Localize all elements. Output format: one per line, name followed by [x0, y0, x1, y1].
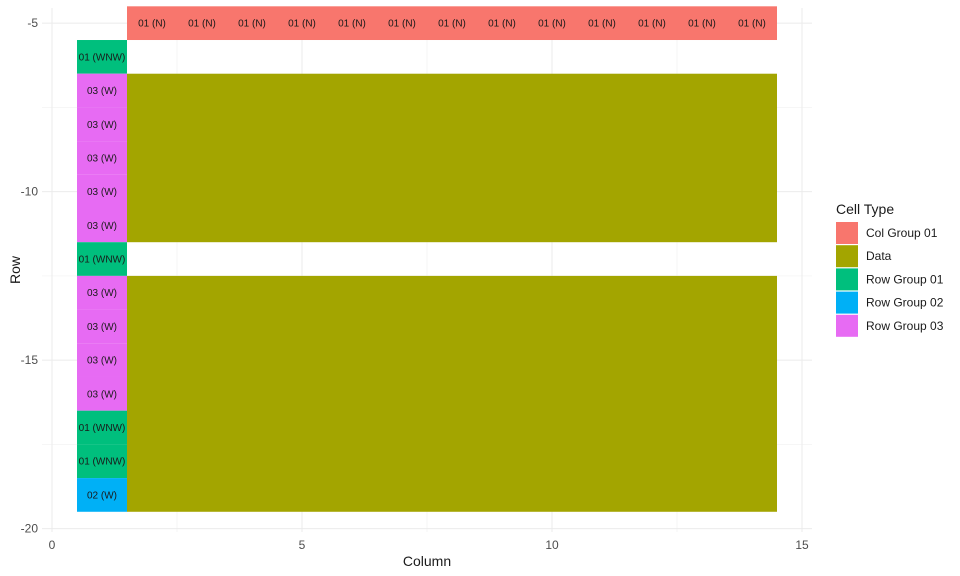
data-blocks — [127, 73, 777, 512]
tile — [327, 6, 377, 41]
tile-label: 03 (W) — [87, 153, 117, 164]
tile-label: 03 (W) — [87, 187, 117, 198]
tile-label: 01 (N) — [138, 19, 166, 30]
tile — [77, 444, 127, 479]
legend-label: Data — [866, 249, 892, 263]
tile-label: 01 (N) — [638, 19, 666, 30]
tile-label: 01 (N) — [238, 19, 266, 30]
tile — [427, 6, 477, 41]
tile-label: 03 (W) — [87, 86, 117, 97]
tile — [727, 6, 777, 41]
tile — [177, 6, 227, 41]
tile-label: 01 (N) — [688, 19, 716, 30]
legend-key — [836, 291, 858, 314]
y-tick-label: -5 — [27, 16, 38, 30]
x-tick-label: 10 — [545, 538, 559, 552]
tile — [377, 6, 427, 41]
x-tick-label: 15 — [795, 538, 809, 552]
x-tick-label: 5 — [299, 538, 306, 552]
legend-title: Cell Type — [836, 201, 894, 217]
tile — [77, 343, 127, 377]
tile-label: 03 (W) — [87, 389, 117, 400]
tile-label: 01 (N) — [338, 19, 366, 30]
y-tick-label: -15 — [21, 353, 39, 367]
tile-label: 03 (W) — [87, 356, 117, 367]
tile-label: 02 (W) — [87, 490, 117, 501]
tile — [77, 141, 127, 175]
tile — [127, 6, 177, 41]
y-tick-label: -20 — [21, 522, 39, 536]
legend-key — [836, 222, 858, 244]
legend-label: Row Group 01 — [866, 272, 944, 286]
tiles: 01 (N) 01 (N) 01 (N) 01 (N) 01 (N) 01 (N) 01 (… — [77, 6, 777, 512]
tile — [77, 174, 127, 209]
tile-label: 01 (N) — [388, 19, 416, 30]
tile-label: 03 (W) — [87, 322, 117, 333]
tile-label: 01 (WNW) — [79, 457, 126, 468]
tile-label: 03 (W) — [87, 288, 117, 299]
legend-key — [836, 245, 858, 268]
data-block — [127, 275, 777, 512]
tile-label: 01 (WNW) — [79, 52, 126, 63]
tile — [277, 6, 327, 41]
tile — [77, 73, 127, 108]
legend-key — [836, 314, 858, 337]
tile — [77, 478, 127, 512]
tile — [77, 376, 127, 411]
tile-label: 01 (N) — [588, 19, 616, 30]
tile — [577, 6, 627, 41]
tile — [77, 242, 127, 276]
legend: Cell Type Col Group 01 Data Row Group 01 Ro… — [836, 201, 944, 337]
tile — [77, 40, 127, 74]
tile — [227, 6, 277, 41]
legend-label: Col Group 01 — [866, 226, 938, 240]
tile-label: 01 (N) — [188, 19, 216, 30]
tile — [527, 6, 577, 41]
tile — [627, 6, 677, 41]
tile-label: 03 (W) — [87, 221, 117, 232]
tile-label: 01 (N) — [738, 19, 766, 30]
legend-label: Row Group 02 — [866, 296, 944, 310]
legend-key — [836, 268, 858, 291]
legend-label: Row Group 03 — [866, 319, 944, 333]
tile-label: 01 (N) — [488, 19, 516, 30]
tile-label: 01 (N) — [538, 19, 566, 30]
x-tick-label: 0 — [49, 538, 56, 552]
tile-label: 03 (W) — [87, 120, 117, 131]
y-tick-label: -10 — [21, 185, 39, 199]
tile — [77, 309, 127, 344]
tile — [77, 275, 127, 310]
tile — [77, 107, 127, 142]
y-axis-title: Row — [7, 255, 23, 284]
tile — [77, 410, 127, 445]
tile — [477, 6, 527, 41]
x-axis-title: Column — [403, 553, 451, 569]
tile-label: 01 (N) — [288, 19, 316, 30]
data-block — [127, 73, 777, 243]
axes: 0 5 10 15 -5 -10 -15 -20 — [21, 16, 809, 552]
tile — [677, 6, 727, 41]
tile-label: 01 (N) — [438, 19, 466, 30]
tile-label: 01 (WNW) — [79, 255, 126, 266]
tile — [77, 208, 127, 243]
tile-label: 01 (WNW) — [79, 423, 126, 434]
